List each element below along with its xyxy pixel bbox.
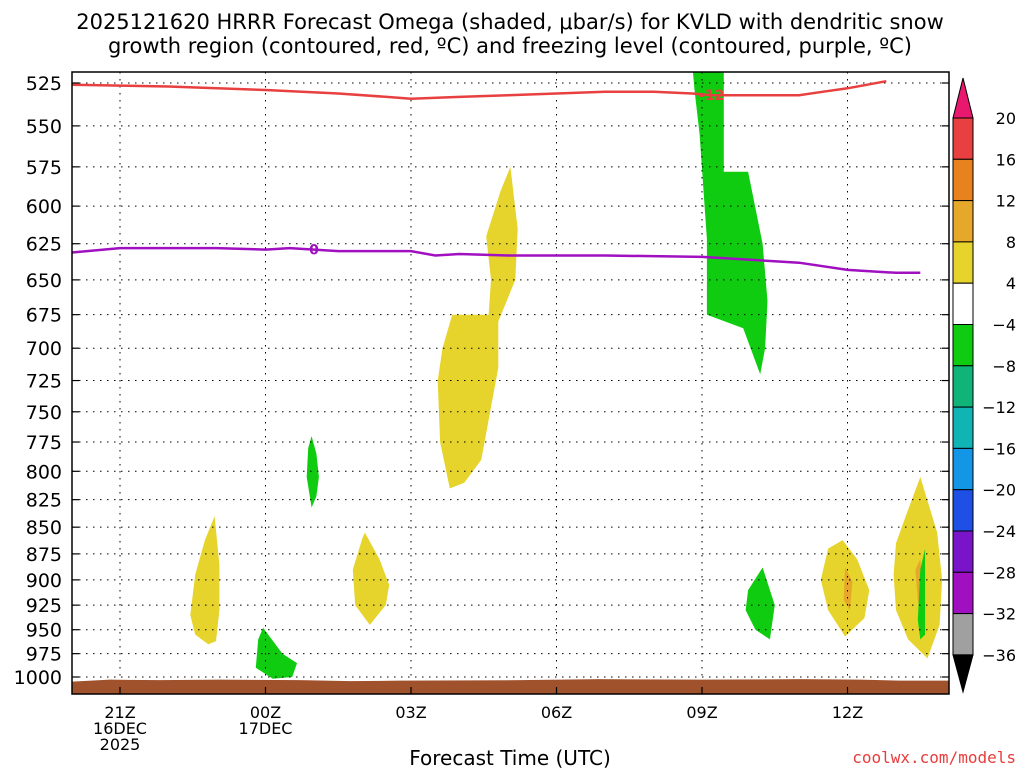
- y-tick-label-650: 650: [26, 270, 62, 292]
- x-tick-label-00Z-1: 17DEC: [239, 719, 293, 738]
- x-tick-label-21Z-0: 21Z: [104, 703, 135, 722]
- colorbar-box-5: [952, 324, 974, 367]
- y-tick-label-850: 850: [26, 517, 62, 539]
- x-tick-label-21Z-2: 2025: [100, 735, 141, 754]
- plot-area: -12 0: [72, 72, 949, 694]
- y-tick-label-700: 700: [26, 338, 62, 360]
- colorbar-label-2: 12: [996, 192, 1016, 211]
- omega-region-8: [843, 567, 853, 611]
- omega-region-4: [437, 166, 518, 489]
- y-tick-label-675: 675: [26, 305, 62, 327]
- colorbar-label-11: −28: [982, 563, 1016, 582]
- y-tick-label-625: 625: [26, 234, 62, 256]
- colorbar-label-0: 20: [996, 109, 1016, 128]
- colorbar-label-6: −8: [992, 357, 1016, 376]
- site-credit: coolwx.com/models: [852, 748, 1016, 767]
- y-tick-label-1000: 1000: [14, 667, 62, 689]
- y-tick-label-800: 800: [26, 461, 62, 483]
- colorbar-box-3: [952, 241, 974, 284]
- x-tick-label-06Z-0: 06Z: [541, 703, 572, 722]
- colorbar-box-6: [952, 365, 974, 408]
- colorbar-box-12: [952, 613, 974, 656]
- freezing-level-line: [72, 246, 921, 275]
- y-tick-label-775: 775: [26, 432, 62, 454]
- y-tick-label-525: 525: [26, 73, 62, 95]
- dgz-contour-line-label: -12: [699, 88, 724, 104]
- omega-shaded-regions: [190, 72, 943, 679]
- x-tick-label-00Z-0: 00Z: [250, 703, 281, 722]
- colorbar-box-11: [952, 571, 974, 615]
- omega-region-2: [306, 436, 319, 508]
- y-tick-label-600: 600: [26, 196, 62, 218]
- colorbar-label-8: −16: [982, 439, 1016, 458]
- ground-fill: [72, 679, 949, 694]
- colorbar-box-0: [952, 117, 974, 160]
- omega-region-6: [745, 567, 775, 640]
- y-tick-label-950: 950: [26, 620, 62, 642]
- freezing-level-line-label: 0: [309, 243, 319, 259]
- colorbar-box-1: [952, 158, 974, 202]
- omega-region-5: [692, 72, 768, 375]
- y-tick-label-925: 925: [26, 595, 62, 617]
- grid-lines: [72, 72, 949, 694]
- y-tick-label-975: 975: [26, 644, 62, 666]
- colorbar-label-10: −24: [982, 522, 1016, 541]
- chart-title-line2: growth region (contoured, red, ºC) and f…: [108, 34, 912, 58]
- colorbar-box-10: [952, 530, 974, 573]
- colorbar-label-1: 16: [996, 150, 1016, 169]
- omega-region-11: [917, 548, 926, 640]
- y-tick-label-750: 750: [26, 402, 62, 424]
- colorbar-label-9: −20: [982, 481, 1016, 500]
- colorbar-box-7: [952, 406, 974, 449]
- y-tick-label-550: 550: [26, 116, 62, 138]
- y-tick-label-875: 875: [26, 544, 62, 566]
- omega-region-3: [352, 532, 390, 625]
- ground-surface: [72, 679, 949, 694]
- x-tick-label-12Z-0: 12Z: [832, 703, 863, 722]
- y-tick-label-900: 900: [26, 570, 62, 592]
- y-tick-label-575: 575: [26, 157, 62, 179]
- colorbar-label-4: 4: [1006, 274, 1016, 293]
- chart-title-line1: 2025121620 HRRR Forecast Omega (shaded, …: [76, 10, 944, 34]
- x-axis-label: Forecast Time (UTC): [409, 746, 611, 768]
- dgz-contour-line: [72, 79, 887, 100]
- y-axis: 525 550 575 600 625 650 675 700 725 750 775 800 825 8…: [14, 73, 949, 689]
- colorbar-label-5: −4: [992, 316, 1016, 335]
- omega-region-0: [190, 516, 220, 645]
- colorbar-box-2: [952, 200, 974, 243]
- y-tick-label-825: 825: [26, 490, 62, 512]
- colorbar-label-13: −36: [982, 646, 1016, 665]
- colorbar-box-9: [952, 489, 974, 532]
- contour-lines: -12 0: [72, 79, 921, 275]
- y-tick-label-725: 725: [26, 371, 62, 393]
- colorbar: 20 16 12 8 4 −4 −8 −12 −16 −20 −24 −28 −32 −36: [952, 77, 1016, 694]
- x-tick-label-21Z-1: 16DEC: [93, 719, 147, 738]
- x-tick-label-09Z-0: 09Z: [686, 703, 717, 722]
- colorbar-box-4: [952, 282, 974, 326]
- colorbar-label-7: −12: [982, 398, 1016, 417]
- colorbar-label-12: −32: [982, 605, 1016, 624]
- colorbar-label-3: 8: [1006, 233, 1016, 252]
- plot-frame: [71, 71, 950, 695]
- colorbar-box-8: [952, 447, 974, 491]
- colorbar-top-arrow: [952, 77, 974, 119]
- colorbar-bottom-arrow: [952, 654, 974, 694]
- x-tick-label-03Z-0: 03Z: [395, 703, 426, 722]
